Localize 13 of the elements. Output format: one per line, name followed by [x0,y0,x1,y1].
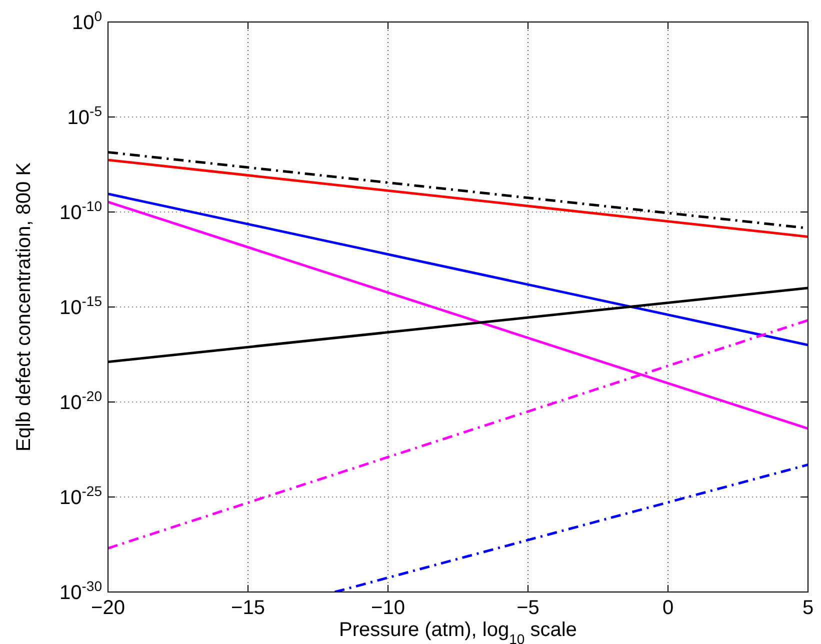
y-tick-label: 10$^{-20}$ [60,388,102,414]
y-tick-label: 10$^{-15}$ [60,293,102,319]
x-tick-label: 0 [662,597,674,619]
x-axis-title: Pressure (atm), log$_{10}$ scale [339,619,577,644]
x-tick-label: −15 [231,597,265,619]
y-tick-label: 10$^{-10}$ [60,198,102,224]
y-tick-label: 10$^{-25}$ [60,483,102,509]
x-tick-label: −5 [516,597,540,619]
y-axis-title: Eqlb defect concentration, 800 K [13,162,35,452]
x-tick-label: 5 [802,597,814,619]
y-tick-label: 10$^{-5}$ [67,103,102,129]
x-tick-label: −10 [371,597,405,619]
y-tick-label: 10$^{0}$ [72,8,102,34]
